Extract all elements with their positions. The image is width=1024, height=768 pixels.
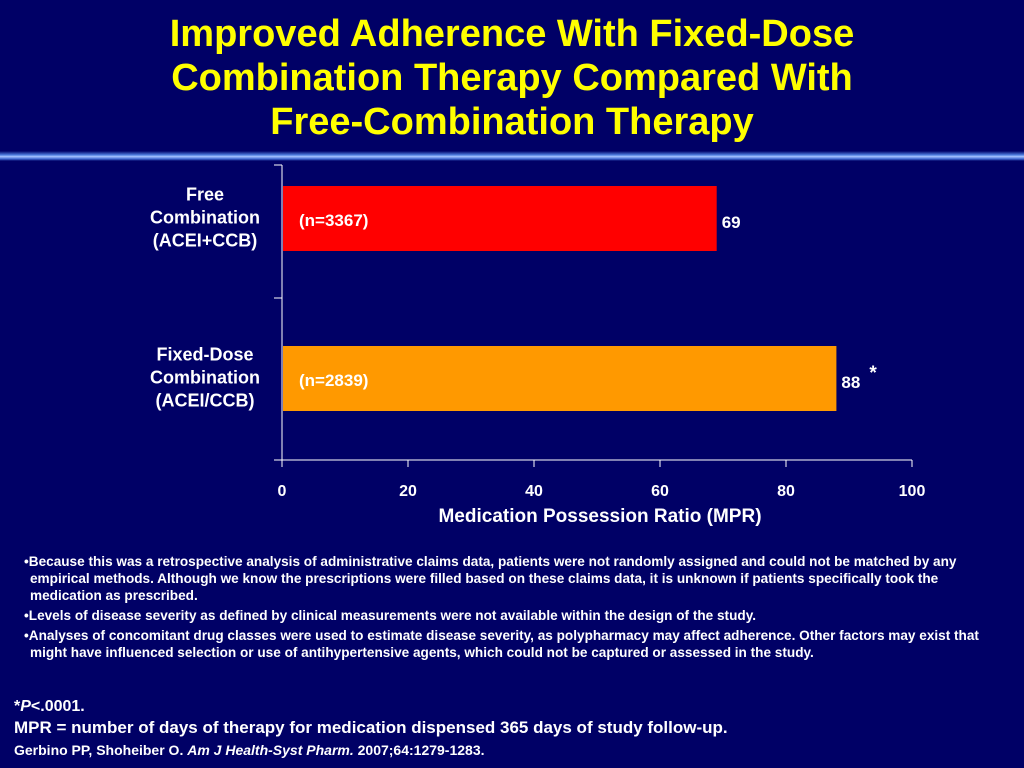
note-item-3: •Analyses of concomitant drug classes we… — [24, 628, 979, 660]
x-tick-label: 60 — [651, 483, 669, 500]
x-axis-label: Medication Possession Ratio (MPR) — [438, 506, 761, 527]
citation-journal: Am J Health-Syst Pharm. — [187, 742, 354, 758]
citation-authors: Gerbino PP, Shoheiber O. — [14, 742, 188, 758]
bar-n-label: (n=2839) — [299, 371, 368, 390]
citation-details: 2007;64:1279-1283. — [353, 742, 485, 758]
note-item-1: •Because this was a retrospective analys… — [24, 554, 957, 603]
x-tick-label: 20 — [399, 483, 417, 500]
mpr-definition: MPR = number of days of therapy for medi… — [14, 718, 728, 737]
bar-n-label: (n=3367) — [299, 211, 368, 230]
title-line-2: Combination Therapy Compared With — [171, 57, 853, 99]
x-tick-label: 100 — [899, 483, 926, 500]
title-line-1: Improved Adherence With Fixed-Dose — [169, 13, 855, 55]
footnotes: *P<.0001. MPR = number of days of therap… — [14, 697, 1014, 761]
x-tick-label: 80 — [777, 483, 795, 500]
x-tick-label: 40 — [525, 483, 543, 500]
category-label: Free — [186, 185, 224, 205]
citation: Gerbino PP, Shoheiber O. Am J Health-Sys… — [14, 739, 1014, 761]
p-italic: P — [20, 698, 31, 715]
category-label: Fixed-Dose — [156, 345, 253, 365]
p-star: * — [14, 698, 21, 715]
bar-value-label: 69 — [722, 213, 741, 232]
p-rest: <.0001. — [30, 698, 85, 715]
slide-title: Improved Adherence With Fixed-Dose Combi… — [60, 12, 964, 144]
bar — [283, 186, 717, 251]
notes-list: •Because this was a retrospective analys… — [20, 553, 1005, 664]
category-label: (ACEI/CCB) — [156, 391, 255, 411]
title-divider — [0, 151, 1024, 161]
title-line-3: Free-Combination Therapy — [270, 101, 754, 143]
x-tick-label: 0 — [278, 483, 287, 500]
category-label: (ACEI+CCB) — [153, 231, 258, 251]
p-value-footnote: *P<.0001. — [14, 697, 1014, 717]
category-label: Combination — [150, 208, 260, 228]
adherence-bar-chart: 0 20 40 60 80 100 Medication Possession Ratio … — [150, 164, 926, 527]
bar — [283, 346, 837, 411]
bar-value-label: 88 — [841, 373, 860, 392]
significance-marker: * — [869, 363, 877, 384]
category-label: Combination — [150, 368, 260, 388]
note-item-2: •Levels of disease severity as defined b… — [24, 608, 757, 623]
